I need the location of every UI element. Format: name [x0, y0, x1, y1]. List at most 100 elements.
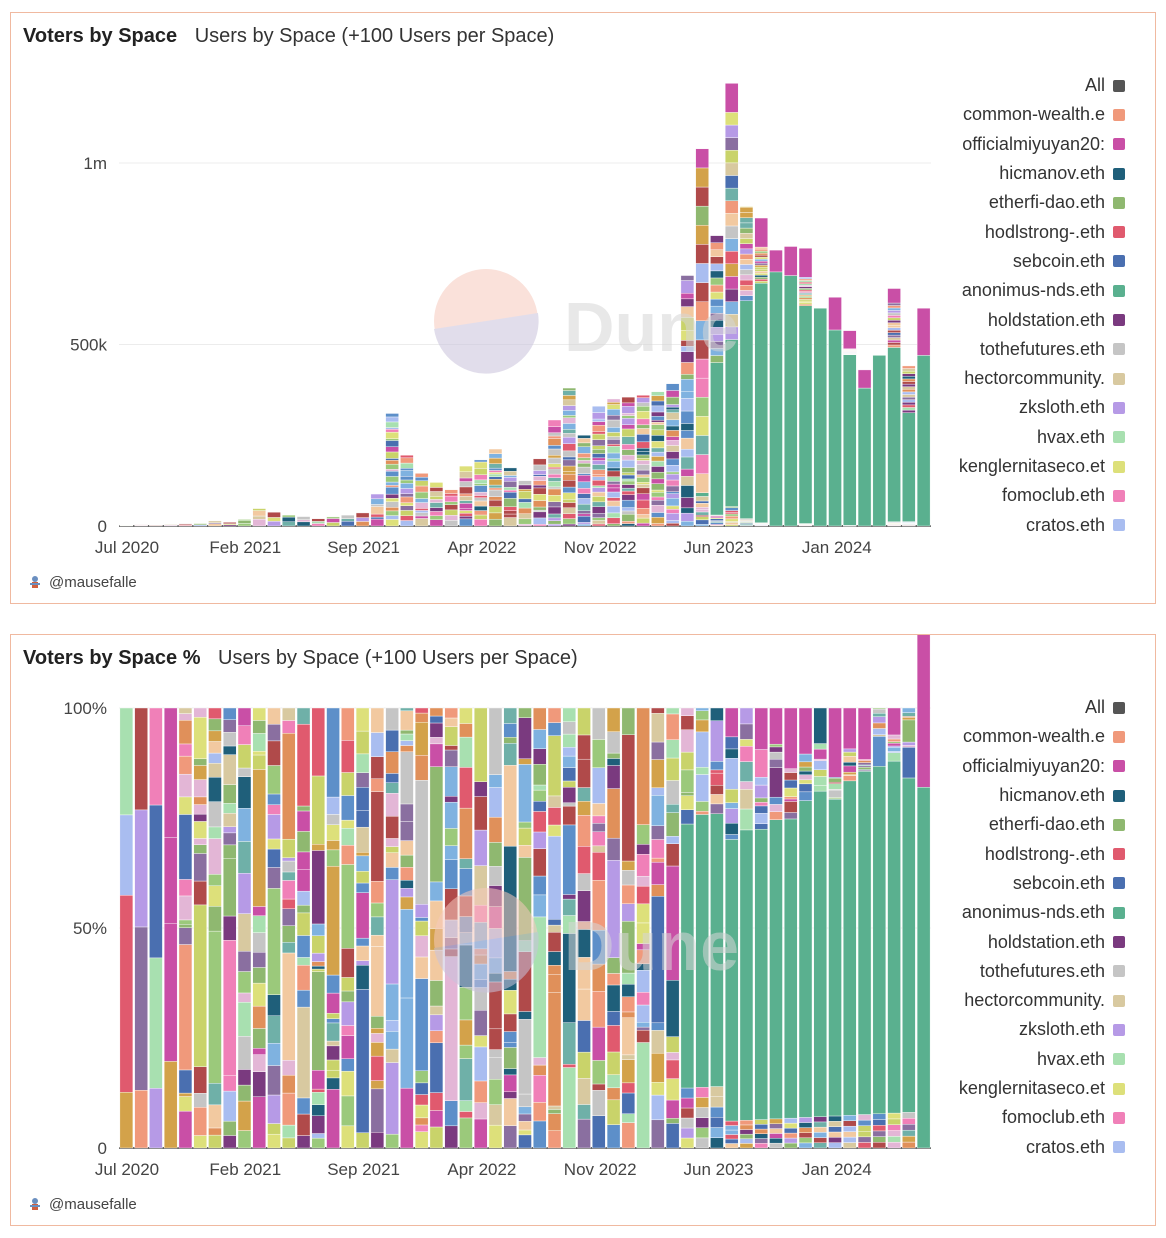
bar-stack[interactable] — [769, 707, 783, 1149]
legend-item[interactable]: etherfi-dao.eth — [959, 188, 1125, 217]
bar-stack[interactable] — [518, 707, 532, 1149]
legend-item[interactable]: holdstation.eth — [959, 927, 1125, 956]
bar-stack[interactable] — [724, 83, 739, 527]
bar-stack[interactable] — [134, 524, 148, 527]
bar-stack[interactable] — [459, 465, 473, 527]
legend-item[interactable]: officialmiyuyan20: — [959, 130, 1125, 159]
bar-stack[interactable] — [149, 707, 163, 1149]
bar-stack[interactable] — [311, 518, 326, 527]
bar-stack[interactable] — [533, 458, 547, 527]
bar-stack[interactable] — [577, 707, 591, 1149]
bar-stack[interactable] — [385, 707, 399, 1149]
bar-stack[interactable] — [223, 707, 237, 1149]
bar-stack[interactable] — [872, 707, 887, 1149]
bar-stack[interactable] — [857, 707, 872, 1149]
bar-stack[interactable] — [798, 707, 813, 1149]
legend-item[interactable]: kenglernitaseco.et — [959, 452, 1125, 481]
legend-item[interactable]: common-wealth.e — [959, 100, 1125, 129]
bar-stack[interactable] — [813, 707, 827, 1149]
bar-stack[interactable] — [577, 435, 591, 527]
bar-stack[interactable] — [459, 707, 473, 1149]
bar-stack[interactable] — [813, 308, 827, 527]
bar-stack[interactable] — [769, 249, 783, 527]
author-credit[interactable]: @mausefalle — [27, 574, 137, 591]
bar-stack[interactable] — [119, 707, 134, 1149]
bar-stack[interactable] — [843, 330, 857, 527]
bar-stack[interactable] — [621, 707, 636, 1149]
bar-stack[interactable] — [606, 398, 621, 527]
bar-stack[interactable] — [665, 383, 680, 527]
bar-stack[interactable] — [533, 707, 547, 1149]
bar-stack[interactable] — [651, 707, 665, 1149]
bar-stack[interactable] — [296, 516, 311, 527]
legend-item[interactable]: fomoclub.eth — [959, 1103, 1125, 1132]
bar-stack[interactable] — [370, 707, 385, 1149]
bar-stack[interactable] — [429, 482, 444, 527]
bar-stack[interactable] — [754, 217, 768, 527]
bar-stack[interactable] — [562, 707, 576, 1149]
bar-stack[interactable] — [341, 707, 355, 1149]
bar-stack[interactable] — [223, 522, 237, 527]
bar-stack[interactable] — [754, 707, 768, 1149]
bar-stack[interactable] — [237, 519, 252, 527]
bar-stack[interactable] — [739, 707, 754, 1149]
bar-stack[interactable] — [636, 395, 650, 527]
bar-stack[interactable] — [887, 707, 901, 1149]
bar-stack[interactable] — [355, 707, 370, 1149]
bar-stack[interactable] — [414, 473, 429, 527]
bar-stack[interactable] — [636, 707, 650, 1149]
legend-item[interactable]: hectorcommunity. — [959, 364, 1125, 393]
bar-stack[interactable] — [208, 707, 222, 1149]
bar-stack[interactable] — [252, 707, 266, 1149]
bar-stack[interactable] — [562, 387, 576, 527]
legend-item[interactable]: hicmanov.eth — [959, 781, 1125, 810]
bar-stack[interactable] — [326, 707, 340, 1149]
bar-stack[interactable] — [267, 707, 281, 1149]
bar-stack[interactable] — [355, 512, 370, 527]
bar-stack[interactable] — [178, 707, 193, 1149]
bar-stack[interactable] — [414, 707, 429, 1149]
bar-stack[interactable] — [784, 246, 798, 527]
bar-stack[interactable] — [680, 275, 695, 527]
legend-item[interactable]: tothefutures.eth — [959, 335, 1125, 364]
bar-stack[interactable] — [282, 707, 296, 1149]
legend-item[interactable]: zksloth.eth — [959, 1015, 1125, 1044]
legend-item[interactable]: common-wealth.e — [959, 722, 1125, 751]
legend-item[interactable]: fomoclub.eth — [959, 481, 1125, 510]
bar-stack[interactable] — [710, 707, 724, 1149]
bar-stack[interactable] — [252, 508, 266, 527]
legend-item[interactable]: hectorcommunity. — [959, 986, 1125, 1015]
bar-stack[interactable] — [621, 396, 636, 527]
bar-stack[interactable] — [695, 707, 709, 1149]
bar-stack[interactable] — [916, 308, 931, 527]
legend-item[interactable]: sebcoin.eth — [959, 869, 1125, 898]
legend-item[interactable]: cratos.eth — [959, 1132, 1125, 1161]
bar-stack[interactable] — [518, 480, 532, 527]
author-credit[interactable]: @mausefalle — [27, 1196, 137, 1213]
bar-stack[interactable] — [592, 406, 606, 527]
bar-stack[interactable] — [149, 524, 163, 527]
bar-stack[interactable] — [902, 365, 916, 527]
legend-item[interactable]: hicmanov.eth — [959, 159, 1125, 188]
bar-stack[interactable] — [784, 707, 798, 1149]
bar-stack[interactable] — [119, 525, 134, 527]
bar-stack[interactable] — [267, 512, 281, 527]
bar-stack[interactable] — [503, 467, 517, 527]
bar-stack[interactable] — [474, 459, 488, 527]
bar-stack[interactable] — [488, 448, 503, 527]
bar-stack[interactable] — [326, 516, 340, 527]
bar-stack[interactable] — [680, 707, 695, 1149]
bar-stack[interactable] — [370, 493, 385, 527]
bar-stack[interactable] — [341, 514, 355, 527]
bar-stack[interactable] — [828, 707, 842, 1149]
bar-stack[interactable] — [400, 707, 414, 1149]
bar-stack[interactable] — [665, 707, 680, 1149]
bar-stack[interactable] — [739, 206, 754, 527]
legend-item[interactable]: anonimus-nds.eth — [959, 898, 1125, 927]
bar-stack[interactable] — [724, 707, 739, 1149]
legend-item[interactable]: tothefutures.eth — [959, 957, 1125, 986]
bar-stack[interactable] — [872, 355, 887, 527]
bar-stack[interactable] — [916, 635, 931, 1149]
legend-item[interactable]: zksloth.eth — [959, 393, 1125, 422]
bar-stack[interactable] — [163, 707, 178, 1149]
